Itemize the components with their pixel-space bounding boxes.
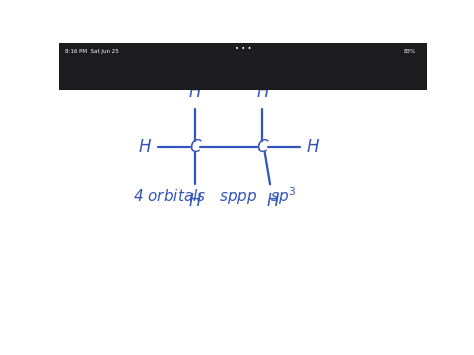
Text: 4 orbitals   sppp   sp$^3$: 4 orbitals sppp sp$^3$ [133, 186, 296, 207]
Text: H: H [189, 83, 201, 101]
Text: • • •: • • • [235, 46, 251, 52]
Text: H: H [267, 192, 279, 210]
Bar [59, 43, 427, 91]
Text: 8:16 PM  Sat Jun 25: 8:16 PM Sat Jun 25 [65, 49, 119, 54]
Text: H: H [138, 137, 151, 155]
Text: C: C [256, 137, 268, 155]
Text: H: H [256, 83, 269, 101]
Text: 83%: 83% [404, 49, 416, 54]
Text: H: H [307, 137, 319, 155]
Text: H: H [189, 192, 201, 210]
Text: C: C [189, 137, 201, 155]
